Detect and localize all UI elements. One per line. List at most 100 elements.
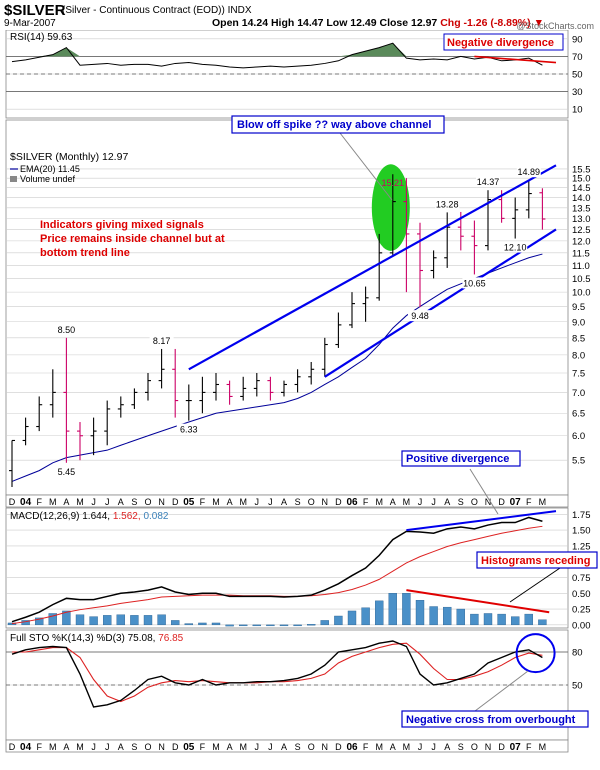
macd-histogram-bar [361,607,370,626]
price-tick-label: 5.5 [572,456,585,467]
ohlc-bar [308,361,315,385]
ohlc-bar [90,417,97,456]
rsi-overbought-fill [12,43,543,57]
x-axis-band [5,739,569,753]
price-tick-label: 11.5 [572,248,590,259]
x-tick-label: S [131,497,137,507]
upper-channel-line [188,164,557,371]
ohlc-bar [104,400,111,446]
macd-histogram-bar [334,615,343,626]
blow-off-callout [231,115,445,134]
price-panel: 15.515.014.514.013.513.012.512.011.5 11.0… [6,115,591,487]
macd-frame [5,507,569,629]
ohlc-bar [226,380,233,405]
sto-tick-label: 80 [572,648,583,659]
x-tick-label: N [322,497,329,507]
ohlc-bar [376,233,383,301]
macd-histogram-bar [307,624,316,626]
ohlc-bar [172,348,179,418]
macd-tick-label: 0.50 [572,589,591,600]
x-tick-label: A [118,497,124,507]
price-tick-label: 14.0 [572,193,591,204]
macd-histogram-bar [279,624,289,627]
macd-histogram-bar [238,624,248,627]
point-label-bg [516,166,541,178]
ohlc-bar [281,380,287,397]
exchange-text: INDX [227,5,252,16]
description-text: (Silver - Continuous Contract (EOD)) [62,5,225,16]
ohlc-bar [253,373,260,397]
macd-histogram-bar [198,622,207,626]
ohlc-bar [158,348,165,389]
chart-header: $SILVER (Silver - Continuous Contract (E… [0,0,600,31]
macd-histogram-bar [62,610,71,626]
macd-label-value: 1.644, [82,511,113,522]
ohlc-bar [240,376,247,401]
macd-histogram-bar [184,623,194,626]
macd-hist-value: 0.082 [143,511,168,522]
sto-label: Full STO %K(14,3) %D(3) 75.08, 76.85 [10,633,184,644]
x-tick-label: A [227,497,233,507]
histograms-receding-callout [476,551,598,569]
x-tick-label: J [91,742,96,752]
x-axis: D 04 F M A M J J A S O N D 05 F M A M J J A S O N D 06 F M A M J J A S O N D… [5,494,569,508]
x-tick-label: J [91,497,96,507]
down-arrow-icon: ▼ [533,17,544,29]
ohlc-bar [525,180,532,219]
point-label-bg [503,241,528,253]
x-tick-label: J [105,497,110,507]
histogram-divergence-line [406,589,550,614]
x-tick-label: J [431,497,436,507]
x-tick-label: J [105,742,110,752]
ohlc-bar [145,373,151,401]
x-tick-label: N [485,742,492,752]
macd-histogram-bar [511,616,520,626]
x-tick-label: M [539,742,547,752]
macd-histogram-bar [35,617,44,626]
x-tick-label: M [49,742,57,752]
x-tick-label: S [458,497,464,507]
ohlc-bar [389,174,396,256]
chart-date: 9-Mar-2007 [4,18,56,29]
ohlc-bar [294,369,301,393]
ohlc-bar [36,396,43,432]
macd-tick-label: 1.75 [572,510,591,521]
x-tick-label: S [295,742,301,752]
macd-histogram-bar [130,615,139,626]
blow-off-text: Blow off spike ?? way above channel [237,119,431,131]
x-tick-label: M [212,497,220,507]
x-tick-label: N [485,497,492,507]
x-tick-label: F [36,497,42,507]
macd-histogram-bar [320,620,329,626]
x-tick-label: 05 [183,742,195,753]
ema-legend: EMA(20) 11.45 [20,164,80,174]
x-tick-label: F [200,742,206,752]
price-tick-label: 12.0 [572,236,591,247]
mixed-signals-note: Indicators giving mixed signals [40,219,204,231]
ohlc-bar [321,337,328,377]
rsi-tick-label: 30 [572,87,583,98]
ohlc-bar [22,417,29,446]
price-tick-label: 13.0 [572,214,591,225]
ohlc-bar [131,388,138,409]
ohlc-bar [485,190,491,251]
price-tick-label: 10.5 [572,274,591,285]
symbol-description: (Silver - Continuous Contract (EOD)) IND… [62,5,252,16]
x-tick-label: O [144,742,151,752]
point-label: 8.17 [153,336,171,346]
x-tick-label: F [200,497,206,507]
x-tick-label: A [390,742,396,752]
x-tick-label: J [418,497,423,507]
sto-k-line [11,640,543,708]
ohlc-bar [349,292,355,329]
macd-histogram-bar [266,624,275,627]
histogram-leader [509,567,561,603]
ohlc-bar [9,439,15,487]
macd-histogram-bar [102,615,112,626]
x-tick-label: S [458,742,464,752]
x-tick-label: O [308,497,315,507]
cross-leader [474,670,529,712]
macd-histogram-bar [211,622,221,626]
price-tick-label: 10.0 [572,288,591,299]
x-tick-label: D [172,497,179,507]
